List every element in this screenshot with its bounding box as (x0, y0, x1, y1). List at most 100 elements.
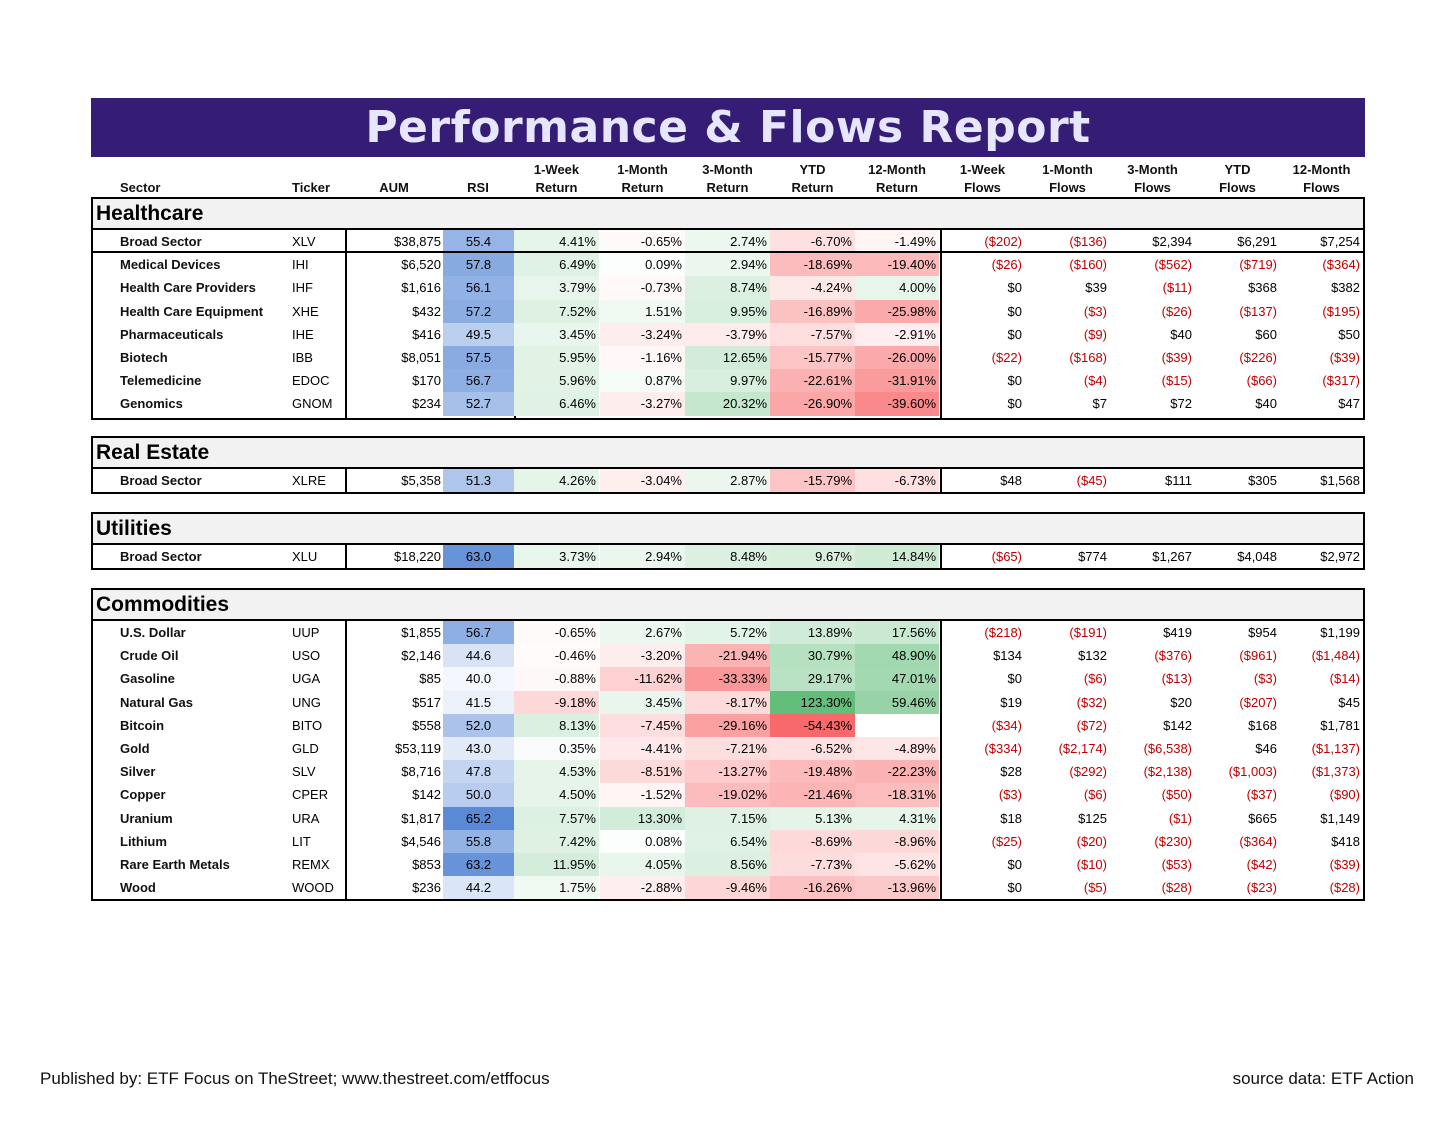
row-aum: $53,119 (394, 740, 441, 756)
return-cell: 4.31% (855, 806, 939, 830)
col-header-line1: 1-Week (959, 161, 1006, 177)
flow-cell: $4,048 (1237, 549, 1277, 564)
flow-cell: $382 (1331, 280, 1360, 296)
flow-cell: ($1,484) (1311, 648, 1360, 664)
flow-cell: ($6) (1083, 671, 1107, 687)
return-cell: -0.46% (514, 644, 599, 668)
return-cell: -18.31% (855, 783, 939, 807)
flow-cell: ($364) (1322, 257, 1360, 273)
return-cell: -33.33% (685, 667, 770, 691)
flow-cell: ($376) (1154, 648, 1192, 664)
row-name: Biotech (120, 349, 168, 365)
return-cell: -3.79% (685, 322, 770, 346)
table-row: Pharmaceuticals IHE $416 49.5 3.45% -3.24% -3.… (93, 322, 1363, 346)
return-cell: -3.24% (600, 322, 685, 346)
row-rsi: 52.0 (443, 713, 514, 737)
flow-cell: ($562) (1154, 257, 1192, 273)
table-row: Broad Sector XLV $38,875 55.4 4.41% -0.65% 2.7… (93, 230, 1363, 254)
flow-cell: $368 (1248, 280, 1277, 296)
flow-cell: ($28) (1329, 880, 1360, 896)
column-divider (345, 199, 347, 418)
row-ticker: XLV (292, 234, 316, 249)
flow-cell: ($137) (1239, 303, 1277, 319)
flow-cell: $419 (1163, 625, 1192, 640)
section-name: Utilities (96, 517, 172, 540)
table-row: Natural Gas UNG $517 41.5 -9.18% 3.45% -8.17% 1… (93, 690, 1363, 714)
flow-cell: ($14) (1329, 671, 1360, 687)
flow-cell: ($6,538) (1143, 740, 1192, 756)
return-cell: -1.52% (600, 783, 685, 807)
flow-cell: $305 (1248, 473, 1277, 488)
return-cell: -7.45% (600, 713, 685, 737)
return-cell: 7.42% (514, 829, 599, 853)
col-header-f3m: 3-Month Flows (1110, 160, 1195, 197)
col-header-f12m: 12-Month Flows (1280, 160, 1363, 197)
row-aum: $38,875 (394, 234, 441, 249)
column-divider (940, 199, 942, 418)
return-cell: 30.79% (770, 644, 855, 668)
return-cell: 5.13% (770, 806, 855, 830)
flow-cell: ($160) (1069, 257, 1107, 273)
col-header-line2: Return (535, 179, 578, 195)
footer-publisher: Published by: ETF Focus on TheStreet; ww… (40, 1069, 550, 1088)
row-name: Natural Gas (120, 694, 193, 710)
row-aum: $2,146 (401, 648, 441, 664)
row-rsi: 57.8 (443, 253, 514, 277)
flow-cell: $7 (1092, 396, 1107, 412)
flow-cell: ($202) (984, 234, 1022, 249)
row-ticker: GLD (292, 740, 319, 756)
return-cell: 1.75% (514, 876, 599, 900)
col-header-line2: Flows (1049, 179, 1086, 195)
row-name: Wood (120, 880, 156, 896)
flow-cell: $45 (1338, 694, 1360, 710)
row-name: Health Care Equipment (120, 303, 264, 319)
flow-cell: ($3) (1083, 303, 1107, 319)
return-cell: 9.67% (770, 545, 855, 569)
flow-cell: $6,291 (1237, 234, 1277, 249)
row-name: U.S. Dollar (120, 625, 186, 640)
flow-cell: $142 (1163, 717, 1192, 733)
return-cell: 6.46% (514, 392, 599, 416)
row-ticker: GNOM (292, 396, 333, 412)
flow-cell: $39 (1085, 280, 1107, 296)
row-rsi: 41.5 (443, 690, 514, 714)
flow-cell: $1,199 (1320, 625, 1360, 640)
flow-cell: ($218) (984, 625, 1022, 640)
row-rsi: 65.2 (443, 806, 514, 830)
return-cell: -2.91% (855, 322, 939, 346)
flow-cell: ($22) (991, 349, 1022, 365)
flow-cell: $20 (1170, 694, 1192, 710)
row-aum: $234 (412, 396, 441, 412)
return-cell: 12.65% (685, 345, 770, 370)
return-cell: 2.94% (600, 545, 685, 569)
flow-cell: ($20) (1076, 833, 1107, 849)
return-cell: 0.35% (514, 736, 599, 761)
return-cell: 11.95% (514, 852, 599, 877)
return-cell: 7.15% (685, 806, 770, 830)
flow-cell: ($26) (991, 257, 1022, 273)
flow-cell: $1,568 (1320, 473, 1360, 488)
col-header-line1: 3-Month (702, 161, 753, 177)
col-header-aum: AUM (379, 180, 409, 195)
col-header-f1m: 1-Month Flows (1025, 160, 1110, 197)
return-cell: -6.70% (770, 230, 855, 252)
flow-cell: $2,972 (1320, 549, 1360, 564)
row-ticker: UUP (292, 625, 320, 640)
row-name: Crude Oil (120, 648, 179, 664)
row-rsi: 56.1 (443, 276, 514, 300)
flow-cell: $47 (1338, 396, 1360, 412)
flow-cell: ($2,174) (1058, 740, 1107, 756)
flow-cell: $1,781 (1320, 717, 1360, 733)
col-header-line1: 3-Month (1127, 161, 1178, 177)
return-cell: -13.27% (685, 760, 770, 784)
return-cell: -3.04% (600, 469, 685, 493)
section-healthcare: Healthcare Broad Sector XLV $38,875 55.4 4.41… (91, 197, 1365, 420)
return-cell: -7.21% (685, 736, 770, 761)
return-cell: -22.23% (855, 760, 939, 784)
return-cell: -26.90% (770, 392, 855, 416)
section-real-estate: Real Estate Broad Sector XLRE $5,358 51.3 4.2… (91, 436, 1365, 495)
row-ticker: SLV (292, 764, 316, 780)
row-rsi: 55.4 (443, 230, 514, 252)
return-cell: -6.52% (770, 736, 855, 761)
flow-cell: ($5) (1083, 880, 1107, 896)
